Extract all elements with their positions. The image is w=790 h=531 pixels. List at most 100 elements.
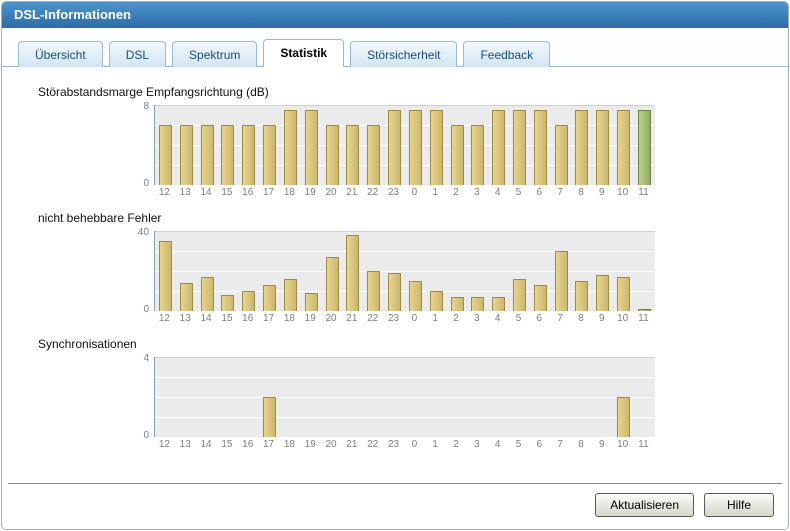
bar [471, 125, 485, 185]
x-axis-label: 4 [494, 187, 501, 198]
bar [325, 125, 339, 185]
bar-slot [509, 105, 530, 185]
bar-slot [176, 231, 197, 311]
bar-slot [530, 105, 551, 185]
bar [221, 295, 235, 311]
bar-slot [259, 231, 280, 311]
bar [617, 277, 631, 311]
y-axis-max-label: 40 [137, 227, 149, 238]
bar [263, 397, 277, 437]
bar-slot [217, 357, 238, 437]
bar-slot [176, 357, 197, 437]
bar [304, 110, 318, 185]
bar-slot [384, 231, 405, 311]
x-axis-label: 19 [304, 313, 316, 324]
x-axis-label: 5 [515, 439, 522, 450]
x-axis-label: 23 [387, 313, 400, 324]
x-axis-label: 7 [557, 313, 563, 324]
x-axis-label: 10 [617, 439, 629, 450]
bar-slot [488, 105, 509, 185]
footer-divider [8, 483, 782, 484]
window-title: DSL-Informationen [2, 2, 788, 28]
refresh-button[interactable]: Aktualisieren [595, 493, 694, 517]
bar [533, 110, 547, 185]
bar-slot [363, 105, 384, 185]
x-axis-label: 11 [638, 187, 649, 198]
bar-slot [197, 357, 218, 437]
bar [596, 275, 610, 311]
x-axis-label: 6 [536, 187, 543, 198]
x-axis-label: 11 [638, 439, 649, 450]
bar [346, 235, 360, 311]
bar-slot [363, 231, 384, 311]
x-axis-label: 0 [411, 439, 418, 450]
bar [450, 297, 464, 311]
bar [492, 297, 506, 311]
bar-slot [509, 231, 530, 311]
bar [617, 397, 631, 437]
bar-slot [592, 231, 613, 311]
bar-slot [426, 231, 447, 311]
bar-slot [447, 231, 468, 311]
bar-slot [551, 357, 572, 437]
x-axis-label: 15 [221, 313, 233, 324]
bar-slot [259, 105, 280, 185]
x-axis-label: 16 [242, 187, 254, 198]
tab-spektrum[interactable]: Spektrum [172, 41, 258, 67]
x-axis-label: 19 [304, 187, 316, 198]
x-axis-label: 1 [432, 439, 438, 450]
x-axis-label: 8 [578, 187, 584, 198]
bar-slot [592, 105, 613, 185]
bar-slot [447, 357, 468, 437]
y-axis-zero-label: 0 [143, 430, 149, 441]
bar-slot [280, 105, 301, 185]
tab-dsl[interactable]: DSL [108, 41, 167, 67]
bar [242, 125, 256, 185]
x-axis-label: 17 [262, 313, 275, 324]
tab-strsicherheit[interactable]: Störsicherheit [350, 41, 458, 67]
bar [533, 285, 547, 311]
x-axis-label: 12 [158, 439, 170, 450]
x-axis-label: 14 [200, 187, 212, 198]
x-axis-label: 4 [494, 439, 501, 450]
x-axis-label: 18 [283, 313, 295, 324]
x-axis-label: 23 [387, 187, 400, 198]
x-axis-label: 12 [158, 187, 170, 198]
x-axis-label: 17 [262, 439, 275, 450]
tab-bersicht[interactable]: Übersicht [18, 41, 103, 67]
bar-slot [217, 105, 238, 185]
x-axis-label: 5 [515, 313, 522, 324]
bar-slot [572, 357, 593, 437]
x-axis-label: 1 [432, 313, 438, 324]
bar [221, 125, 235, 185]
y-axis-max-label: 8 [143, 101, 149, 112]
x-axis-label: 8 [578, 439, 584, 450]
tab-statistik[interactable]: Statistik [263, 39, 345, 67]
bar [471, 297, 485, 311]
bar [283, 279, 297, 311]
bar-slot [551, 231, 572, 311]
bar [617, 110, 631, 185]
x-axis-label: 13 [179, 187, 191, 198]
x-axis-label: 2 [453, 439, 459, 450]
x-axis-label: 9 [599, 439, 605, 450]
x-axis-label: 15 [221, 187, 233, 198]
tab-feedback[interactable]: Feedback [463, 41, 551, 67]
x-axis-label: 8 [578, 313, 584, 324]
bar-slot [155, 105, 176, 185]
x-axis-label: 16 [242, 439, 254, 450]
x-axis-label: 14 [200, 313, 212, 324]
help-button[interactable]: Hilfe [704, 493, 774, 517]
bar-slot [301, 231, 322, 311]
x-axis-label: 22 [367, 187, 379, 198]
bar [596, 110, 610, 185]
x-axis-label: 2 [453, 187, 459, 198]
bar [283, 110, 297, 185]
bar [304, 293, 318, 311]
bar-slot [280, 357, 301, 437]
y-axis-max-label: 4 [143, 353, 149, 364]
bar-slot [217, 231, 238, 311]
bar [367, 125, 381, 185]
bar [158, 241, 172, 311]
bar [408, 110, 422, 185]
